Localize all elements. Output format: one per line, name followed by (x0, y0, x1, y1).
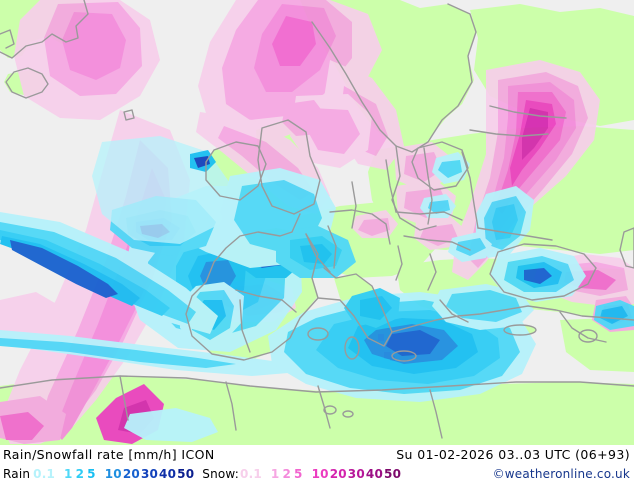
snow-band-ukraine-max (522, 108, 548, 160)
coast-faroe (123, 109, 135, 121)
rain-aegean-mid (446, 290, 522, 322)
coast-balkans-turkey (391, 305, 634, 333)
border-spain-portugal-n (235, 289, 297, 313)
border-portugal (239, 299, 251, 353)
border-algeria-tunisia (317, 385, 331, 429)
snow-level-10: 10 (311, 467, 329, 481)
border-france-spain (305, 233, 331, 273)
snow-legend-values: 0.1 1 2 5 1020304050 (240, 467, 402, 481)
coast-baltic-sea (411, 141, 469, 191)
coast-iceland (5, 67, 49, 99)
snow-level-50: 50 (384, 467, 402, 481)
coast-great-britain (257, 119, 321, 215)
rain-blacksea-max (524, 268, 552, 284)
rain-sw-bottom-pale (124, 408, 218, 442)
snow-legend-label: Snow: (202, 467, 240, 481)
coast-iberia-france (185, 213, 319, 361)
rain-baltic-mid (438, 160, 462, 178)
rain-level-50: 50 (177, 467, 195, 481)
border-carpathian (395, 211, 463, 221)
coast-crete (503, 324, 537, 336)
snow-level-40: 40 (365, 467, 384, 481)
rain-level-30: 30 (140, 467, 159, 481)
rain-level-20: 20 (122, 467, 140, 481)
coastline-border-layer (0, 0, 634, 439)
coast-island-south-1 (323, 405, 337, 415)
coast-ireland (205, 141, 267, 201)
coast-scandinavia-west (311, 3, 477, 153)
border-belarus-ukraine (461, 151, 479, 229)
border-morocco-algeria (225, 381, 237, 431)
border-russia-north (489, 105, 567, 119)
border-romania-south (403, 235, 471, 251)
rain-secondary-band-mid (0, 338, 236, 368)
coast-greenland (0, 0, 89, 59)
snow-level-5: 5 (294, 467, 303, 481)
rain-low-atlantic-max (200, 260, 236, 292)
border-bulgaria-east (427, 253, 437, 291)
rain-level-5: 5 (87, 467, 96, 481)
rain-channel-core (300, 244, 332, 264)
rain-level-1: 1 (64, 467, 73, 481)
footer-scale-row: Rain 0.1 1 2 5 1020304050 Snow:0.1 1 2 5 102030405… (0, 467, 634, 487)
snow-sw-corner-core (0, 412, 44, 440)
legend-scale: Rain 0.1 1 2 5 1020304050 Snow:0.1 1 2 5 102030405… (3, 467, 402, 481)
snow-scotland (282, 100, 326, 136)
rain-level-10: 10 (104, 467, 122, 481)
snow-level-2: 2 (282, 467, 292, 481)
rain-front-max (10, 240, 118, 298)
precipitation-map[interactable] (0, 0, 634, 445)
snow-level-1: 1 (270, 467, 280, 481)
border-greece (439, 299, 469, 323)
border-poland-west (385, 159, 397, 213)
product-title: Rain/Snowfall rate [mm/h] ICON (3, 447, 215, 462)
snow-level-0.1: 0.1 (240, 467, 262, 481)
border-poland-east (423, 147, 433, 225)
coast-north-africa (0, 375, 634, 393)
footer-title-row: Rain/Snowfall rate [mm/h] ICON Su 01-02-… (0, 447, 634, 467)
map-footer: Rain/Snowfall rate [mm/h] ICON Su 01-02-… (0, 445, 634, 490)
coast-black-sea (489, 243, 597, 301)
border-libya-egypt (429, 389, 443, 439)
border-baltic-states (469, 129, 549, 137)
coast-cyprus (578, 329, 598, 343)
snow-area-iceland-strong (62, 12, 126, 80)
rain-level-2: 2 (75, 467, 85, 481)
coast-balearics (307, 327, 329, 341)
border-ukraine-russia (477, 227, 553, 241)
border-germany-west (351, 181, 357, 229)
border-west-sahara (119, 375, 129, 421)
coast-greenland-inner (0, 29, 15, 49)
snow-level-30: 30 (347, 467, 365, 481)
copyright-notice: ©weatheronline.co.uk (492, 467, 630, 481)
model-run-valid-time: Su 01-02-2026 03..03 UTC (06+93) (396, 447, 630, 462)
coast-caspian (619, 227, 634, 269)
rain-med-max (386, 330, 440, 356)
coast-sicily (391, 350, 417, 362)
rain-legend-values: 0.1 1 2 5 1020304050 (33, 467, 195, 481)
snow-alps-mid (358, 218, 390, 236)
coast-island-south-2 (342, 410, 354, 418)
snow-core-norwegian-sea (272, 16, 316, 66)
border-france-italy (327, 225, 337, 269)
snow-level-20: 20 (329, 467, 347, 481)
border-serbia (395, 245, 403, 281)
rain-legend-label: Rain (3, 467, 31, 481)
map-canvas[interactable] (0, 0, 634, 445)
rain-romania-rain-mid (456, 238, 486, 256)
coast-sardinia (344, 336, 360, 360)
rain-level-40: 40 (159, 467, 177, 481)
border-germany-alps (329, 209, 391, 245)
rain-hungary-mid (428, 200, 450, 214)
rain-level-0.1: 0.1 (33, 467, 56, 481)
rain-precipitation-layer (0, 136, 634, 442)
